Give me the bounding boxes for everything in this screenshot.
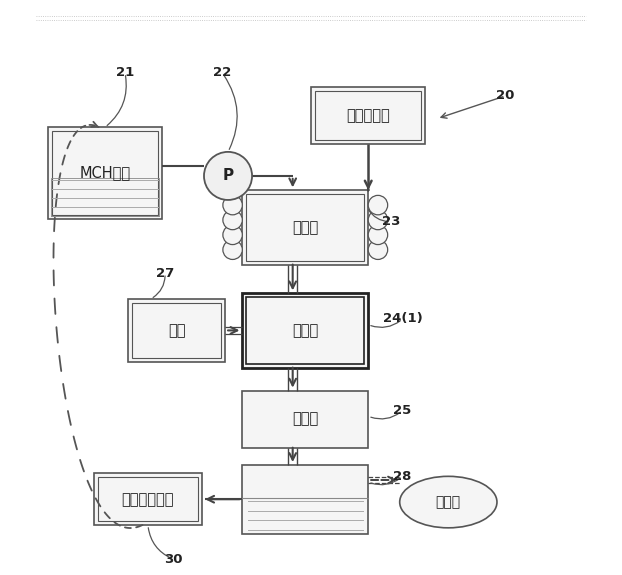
Text: 気化器: 気化器 bbox=[292, 220, 318, 235]
Text: P: P bbox=[223, 168, 234, 183]
Text: 20: 20 bbox=[496, 89, 515, 102]
Circle shape bbox=[368, 225, 388, 244]
Text: 24(1): 24(1) bbox=[383, 312, 422, 325]
Bar bbox=[132, 303, 221, 358]
Text: 冷却器: 冷却器 bbox=[292, 412, 318, 427]
Bar bbox=[315, 91, 422, 140]
Circle shape bbox=[223, 225, 243, 244]
Text: 23: 23 bbox=[382, 215, 401, 228]
Bar bbox=[52, 131, 158, 215]
Text: 27: 27 bbox=[156, 267, 174, 279]
Text: 30: 30 bbox=[164, 553, 183, 566]
Bar bbox=[311, 87, 425, 144]
Bar bbox=[93, 473, 202, 525]
Bar bbox=[246, 194, 364, 260]
Text: 純水素: 純水素 bbox=[436, 495, 461, 509]
Text: 21: 21 bbox=[116, 67, 134, 79]
Circle shape bbox=[223, 240, 243, 259]
Bar bbox=[48, 127, 162, 219]
Circle shape bbox=[368, 210, 388, 229]
Text: 電源: 電源 bbox=[168, 323, 185, 338]
Bar bbox=[243, 293, 368, 367]
Text: MCH容器: MCH容器 bbox=[80, 166, 131, 181]
Circle shape bbox=[368, 240, 388, 259]
Circle shape bbox=[204, 152, 252, 200]
Bar bbox=[98, 477, 198, 521]
Bar bbox=[243, 190, 368, 264]
Circle shape bbox=[223, 210, 243, 229]
Bar bbox=[128, 299, 225, 362]
Bar bbox=[246, 297, 364, 363]
Text: 25: 25 bbox=[394, 404, 412, 417]
Circle shape bbox=[368, 196, 388, 215]
Circle shape bbox=[223, 196, 243, 215]
Text: トルエン回収: トルエン回収 bbox=[122, 492, 174, 507]
Ellipse shape bbox=[400, 476, 497, 528]
Text: 反応器: 反応器 bbox=[292, 323, 318, 338]
Text: 22: 22 bbox=[213, 67, 231, 79]
Bar bbox=[50, 178, 159, 216]
Text: 随伴用ガス: 随伴用ガス bbox=[346, 108, 390, 123]
Text: 28: 28 bbox=[393, 470, 412, 483]
Bar bbox=[243, 390, 368, 448]
Bar bbox=[243, 465, 368, 534]
